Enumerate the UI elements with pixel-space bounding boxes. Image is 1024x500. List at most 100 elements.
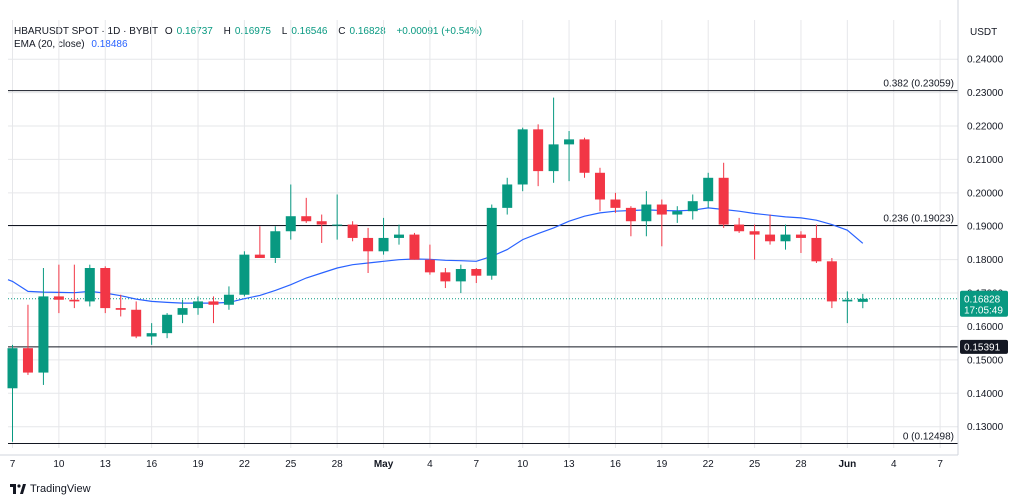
fib-level-label: 0.382 (0.23059)	[883, 79, 954, 90]
fib-level-label: 0 (0.12498)	[903, 431, 954, 442]
currency-label[interactable]: USDT	[970, 27, 998, 38]
candle-body	[53, 296, 64, 300]
symbol-label[interactable]: HBARUSDT SPOT · 1D · BYBIT	[14, 26, 159, 37]
candle-body	[316, 221, 327, 225]
candle-body	[703, 177, 714, 202]
candle-body	[517, 129, 528, 185]
candle-body	[749, 231, 760, 235]
candle-body	[146, 333, 157, 337]
x-tick-label: May	[374, 459, 394, 470]
y-tick-label: 0.15000	[967, 355, 1004, 366]
ema-label: EMA (20, close)	[14, 39, 85, 50]
x-tick-label: 4	[427, 459, 433, 470]
candle-body	[502, 184, 513, 208]
fib-levels: 0.382 (0.23059) 0.236 (0.19023) 0 (0.12498…	[8, 79, 958, 444]
candle-body	[842, 299, 853, 302]
candle-body	[115, 308, 126, 310]
x-tick-label: 16	[610, 459, 622, 470]
x-tick-label: 4	[891, 459, 897, 470]
change-label: +0.00091 (+0.54%)	[396, 26, 483, 37]
x-tick-label: 19	[656, 459, 668, 470]
candle-body	[440, 272, 451, 282]
x-tick-label: Jun	[838, 459, 856, 470]
x-tick-label: 25	[285, 459, 297, 470]
axes: 0.130000.140000.150000.160000.170000.180…	[0, 0, 1004, 470]
candles	[7, 97, 868, 442]
y-tick-label: 0.16000	[967, 322, 1004, 333]
tradingview-brand[interactable]: TradingView	[10, 483, 91, 495]
x-tick-label: 22	[239, 459, 251, 470]
tradingview-logo-icon	[10, 484, 26, 494]
candle-body	[672, 211, 683, 215]
candle-body	[254, 254, 265, 258]
candle-body	[625, 207, 636, 222]
candle-body	[22, 348, 33, 373]
low-label: L 0.16546	[281, 26, 328, 37]
support-level-value: 0.15391	[964, 342, 1001, 353]
candle-body	[270, 231, 281, 258]
candle-body	[656, 204, 667, 215]
candle-body	[687, 201, 698, 212]
ema-legend[interactable]: EMA (20, close) 0.18486	[14, 39, 132, 50]
candle-body	[69, 299, 80, 302]
x-tick-label: 7	[937, 459, 943, 470]
candle-body	[795, 234, 806, 238]
candle-body	[38, 296, 49, 373]
countdown-value: 17:05:49	[964, 305, 1003, 316]
x-tick-label: 13	[100, 459, 112, 470]
candle-body	[100, 268, 111, 309]
candle-body	[594, 172, 605, 200]
candle-body	[131, 309, 142, 337]
x-tick-label: 19	[192, 459, 204, 470]
x-tick-label: 28	[795, 459, 807, 470]
candle-body	[193, 301, 204, 309]
x-tick-label: 16	[146, 459, 158, 470]
ema-line-group	[7, 207, 864, 304]
y-tick-label: 0.13000	[967, 422, 1004, 433]
y-tick-label: 0.14000	[967, 389, 1004, 400]
candle-body	[780, 234, 791, 242]
last-price-tag	[960, 290, 1008, 317]
candle-body	[162, 314, 173, 334]
y-tick-label: 0.20000	[967, 188, 1004, 199]
y-tick-label: 0.23000	[967, 88, 1004, 99]
high-label: H 0.16975	[223, 26, 271, 37]
candle-body	[579, 139, 590, 173]
candle-body	[486, 207, 497, 276]
candle-body	[409, 234, 420, 260]
x-tick-label: 7	[474, 459, 480, 470]
candle-body	[332, 224, 343, 226]
x-tick-label: 25	[749, 459, 761, 470]
candle-body	[455, 269, 466, 282]
candle-body	[826, 261, 837, 302]
candle-body	[177, 308, 188, 315]
x-tick-label: 10	[517, 459, 529, 470]
x-tick-label: 28	[332, 459, 344, 470]
x-tick-label: 7	[10, 459, 16, 470]
candle-body	[84, 268, 95, 302]
candle-body	[378, 237, 389, 252]
support-level-tag	[960, 339, 1008, 354]
candle-body	[610, 199, 621, 208]
chart-header: HBARUSDT SPOT · 1D · BYBIT O 0.16737 H 0.1…	[14, 26, 486, 37]
candle-body	[548, 144, 559, 172]
fib-level-label: 0.236 (0.19023)	[883, 213, 954, 224]
grid	[8, 20, 958, 448]
candle-body	[239, 254, 250, 295]
candle-body	[301, 216, 312, 222]
y-tick-label: 0.24000	[967, 55, 1004, 66]
y-tick-label: 0.18000	[967, 255, 1004, 266]
candle-body	[208, 301, 219, 305]
candle-body	[811, 237, 822, 262]
candle-body	[223, 294, 234, 305]
candle-body	[285, 216, 296, 232]
open-label: O 0.16737	[164, 26, 213, 37]
candle-body	[424, 259, 435, 273]
candle-body	[718, 177, 729, 225]
candle-body	[564, 139, 575, 145]
x-tick-label: 10	[53, 459, 65, 470]
last-price-value: 0.16828	[964, 294, 1001, 305]
candle-body	[734, 224, 745, 232]
